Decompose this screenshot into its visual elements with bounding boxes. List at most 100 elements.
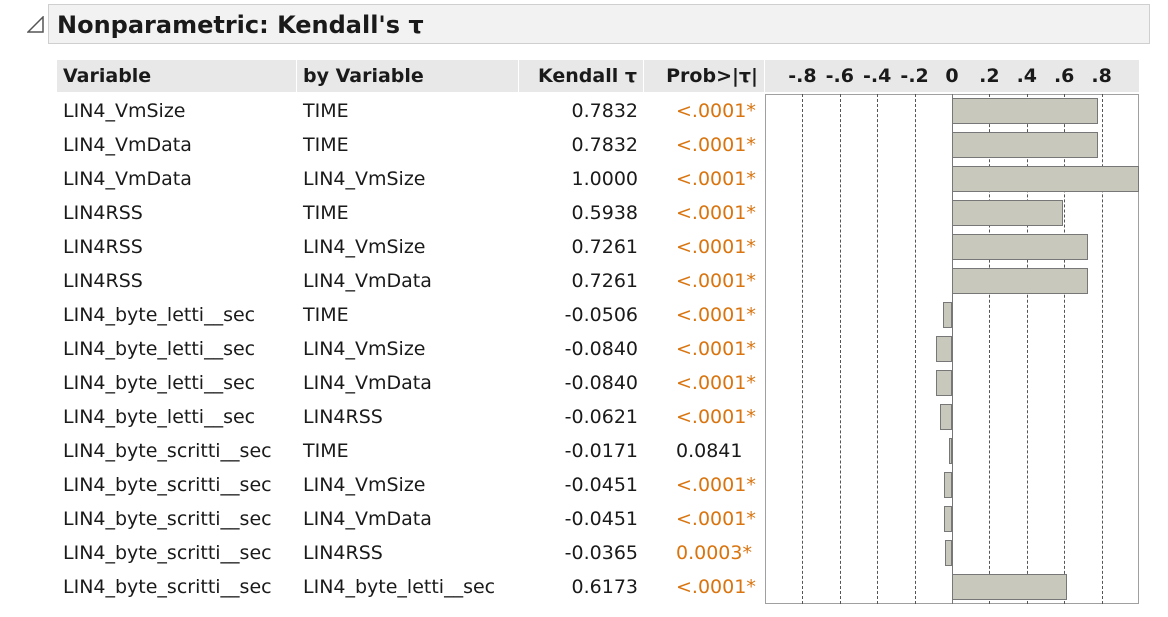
prob-cell: <.0001* [676, 338, 756, 360]
table-row: LIN4RSS LIN4_VmSize 0.7261 <.0001* [0, 230, 1168, 264]
variable-cell: LIN4_byte_scritti__sec [63, 542, 272, 564]
table-row: LIN4_byte_scritti__sec LIN4_VmData -0.0451… [0, 502, 1168, 536]
kendall-tau-cell: -0.0365 [564, 542, 638, 564]
by-variable-cell: LIN4_VmSize [303, 168, 426, 190]
table-row: LIN4_byte_scritti__sec TIME -0.0171 0.0841 [0, 434, 1168, 468]
kendall-tau-bar [952, 132, 1099, 158]
table-row: LIN4_byte_letti__sec LIN4_VmSize -0.0840 <.… [0, 332, 1168, 366]
plot-axis-ticks: -.8 -.6 -.4 -.2 0 .2 .4 .6 .8 [765, 60, 1139, 92]
table-row: LIN4_VmSize TIME 0.7832 <.0001* [0, 94, 1168, 128]
kendall-tau-cell: 0.7261 [571, 236, 638, 258]
prob-cell: <.0001* [676, 304, 756, 326]
axis-tick-label: .8 [1091, 65, 1112, 87]
column-header-prob[interactable]: Prob>|τ| [644, 60, 764, 92]
kendall-tau-cell: -0.0171 [564, 440, 638, 462]
table-row: LIN4_byte_scritti__sec LIN4_byte_letti__s… [0, 570, 1168, 604]
axis-tick-label: .2 [979, 65, 1000, 87]
variable-cell: LIN4_byte_scritti__sec [63, 508, 272, 530]
variable-cell: LIN4RSS [63, 202, 143, 224]
table-row: LIN4_VmData TIME 0.7832 <.0001* [0, 128, 1168, 162]
kendall-tau-bar [952, 200, 1064, 226]
axis-tick-label: -.6 [825, 65, 854, 87]
column-header-by-variable[interactable]: by Variable [297, 60, 518, 92]
axis-tick-label: -.2 [900, 65, 929, 87]
prob-cell: <.0001* [676, 270, 756, 292]
variable-cell: LIN4RSS [63, 236, 143, 258]
kendall-tau-cell: -0.0451 [564, 474, 638, 496]
zero-reference-line [952, 94, 953, 604]
prob-cell: <.0001* [676, 202, 756, 224]
by-variable-cell: LIN4_VmData [303, 270, 432, 292]
by-variable-cell: LIN4RSS [303, 542, 383, 564]
column-header-variable[interactable]: Variable [57, 60, 296, 92]
gridline [1101, 94, 1103, 604]
kendall-tau-bar [945, 540, 952, 566]
report-title: Nonparametric: Kendall's τ [57, 11, 424, 39]
prob-cell: <.0001* [676, 508, 756, 530]
prob-cell: <.0001* [676, 100, 756, 122]
kendall-tau-cell: 1.0000 [571, 168, 638, 190]
prob-cell: <.0001* [676, 168, 756, 190]
kendall-tau-cell: -0.0451 [564, 508, 638, 530]
kendall-tau-bar [940, 404, 952, 430]
prob-cell: <.0001* [676, 576, 756, 598]
variable-cell: LIN4_byte_letti__sec [63, 338, 256, 360]
gridline [877, 94, 879, 604]
table-row: LIN4_byte_letti__sec LIN4_VmData -0.0840 <.… [0, 366, 1168, 400]
by-variable-cell: TIME [303, 134, 349, 156]
prob-cell: 0.0003* [676, 542, 752, 564]
kendall-tau-cell: -0.0840 [564, 372, 638, 394]
gridline [914, 94, 916, 604]
kendall-tau-cell: -0.0621 [564, 406, 638, 428]
disclosure-triangle-icon[interactable] [27, 16, 45, 34]
axis-tick-label: -.8 [788, 65, 817, 87]
axis-tick-label: .4 [1016, 65, 1038, 87]
kendall-tau-bar [943, 506, 952, 532]
gridline [802, 94, 804, 604]
variable-cell: LIN4_byte_scritti__sec [63, 576, 272, 598]
kendall-tau-bar [952, 166, 1139, 192]
table-row: LIN4_byte_letti__sec TIME -0.0506 <.0001* [0, 298, 1168, 332]
by-variable-cell: LIN4_byte_letti__sec [303, 576, 496, 598]
kendall-tau-bar [943, 472, 952, 498]
variable-cell: LIN4_byte_letti__sec [63, 406, 256, 428]
kendall-tau-cell: -0.0506 [564, 304, 638, 326]
table-row: LIN4RSS LIN4_VmData 0.7261 <.0001* [0, 264, 1168, 298]
report-header: Nonparametric: Kendall's τ [48, 4, 1150, 44]
variable-cell: LIN4_byte_letti__sec [63, 372, 256, 394]
variable-cell: LIN4_VmData [63, 134, 192, 156]
kendall-tau-cell: 0.7832 [571, 134, 638, 156]
by-variable-cell: TIME [303, 304, 349, 326]
variable-cell: LIN4_VmSize [63, 100, 186, 122]
kendall-tau-bar [942, 302, 952, 328]
column-header-kendall-tau[interactable]: Kendall τ [519, 60, 643, 92]
gridline [1026, 94, 1028, 604]
axis-tick-label: 0 [945, 65, 959, 87]
by-variable-cell: LIN4_VmData [303, 508, 432, 530]
prob-cell: 0.0841 [676, 440, 743, 462]
prob-cell: <.0001* [676, 474, 756, 496]
kendall-tau-cell: 0.7832 [571, 100, 638, 122]
by-variable-cell: LIN4_VmData [303, 372, 432, 394]
by-variable-cell: LIN4_VmSize [303, 474, 426, 496]
kendall-tau-cell: -0.0840 [564, 338, 638, 360]
kendall-tau-cell: 0.7261 [571, 270, 638, 292]
table-row: LIN4RSS TIME 0.5938 <.0001* [0, 196, 1168, 230]
kendall-tau-bar [936, 370, 952, 396]
variable-cell: LIN4_VmData [63, 168, 192, 190]
gridline [1064, 94, 1066, 604]
table-row: LIN4_byte_scritti__sec LIN4_VmSize -0.0451… [0, 468, 1168, 502]
kendall-tau-bar [952, 234, 1088, 260]
variable-cell: LIN4_byte_letti__sec [63, 304, 256, 326]
gridline [839, 94, 841, 604]
prob-cell: <.0001* [676, 236, 756, 258]
table-row: LIN4_byte_letti__sec LIN4RSS -0.0621 <.0001… [0, 400, 1168, 434]
table-row: LIN4_byte_scritti__sec LIN4RSS -0.0365 0.00… [0, 536, 1168, 570]
prob-cell: <.0001* [676, 406, 756, 428]
by-variable-cell: TIME [303, 202, 349, 224]
kendall-tau-bar [952, 268, 1088, 294]
table-header: Variable by Variable Kendall τ Prob>|τ| [57, 60, 1138, 92]
kendall-tau-cell: 0.5938 [571, 202, 638, 224]
axis-tick-label: -.4 [863, 65, 892, 87]
variable-cell: LIN4_byte_scritti__sec [63, 440, 272, 462]
